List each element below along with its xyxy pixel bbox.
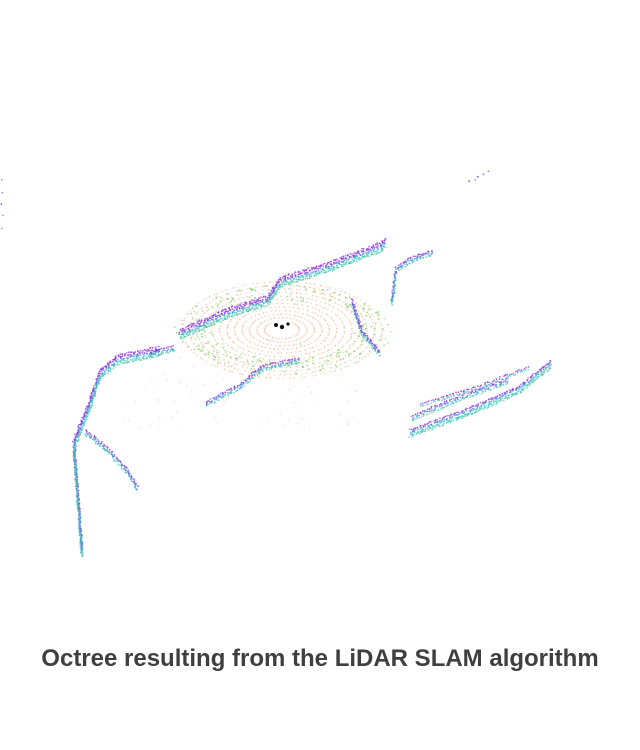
figure-caption: Octree resulting from the LiDAR SLAM alg… (41, 645, 599, 672)
sensor-marker (269, 320, 295, 336)
wall-points (0, 170, 552, 558)
octree-point-cloud (0, 170, 552, 558)
ground-rings (181, 280, 383, 380)
point-cloud-canvas (0, 170, 552, 558)
